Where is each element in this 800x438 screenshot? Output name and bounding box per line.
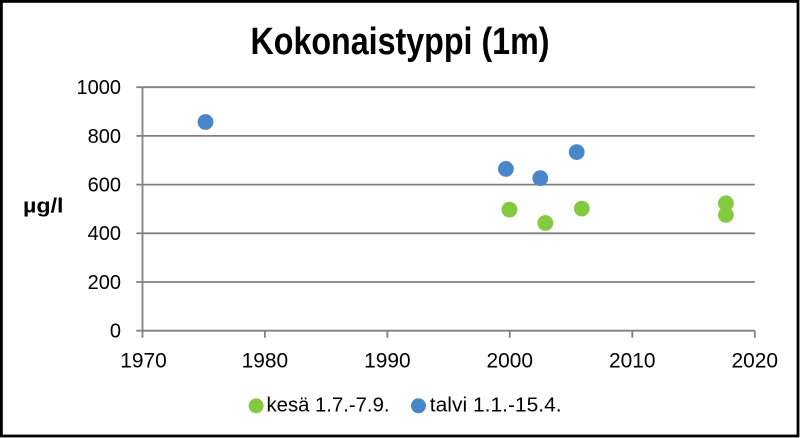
svg-text:µg/l: µg/l (23, 196, 64, 218)
svg-text:200: 200 (88, 272, 121, 294)
svg-text:Kokonaistyppi (1m): Kokonaistyppi (1m) (251, 21, 550, 63)
svg-text:2000: 2000 (487, 350, 534, 373)
svg-text:1000: 1000 (77, 77, 122, 99)
svg-text:2020: 2020 (732, 350, 779, 373)
svg-text:800: 800 (88, 126, 121, 148)
svg-text:1990: 1990 (364, 350, 411, 373)
svg-text:1970: 1970 (120, 350, 167, 373)
svg-text:kesä 1.7.-7.9.: kesä 1.7.-7.9. (267, 394, 390, 416)
svg-text:1980: 1980 (242, 350, 289, 373)
svg-text:2010: 2010 (609, 350, 656, 373)
svg-text:400: 400 (88, 223, 121, 245)
svg-text:600: 600 (88, 175, 121, 197)
svg-text:0: 0 (110, 321, 121, 343)
svg-text:talvi 1.1.-15.4.: talvi 1.1.-15.4. (430, 394, 562, 416)
